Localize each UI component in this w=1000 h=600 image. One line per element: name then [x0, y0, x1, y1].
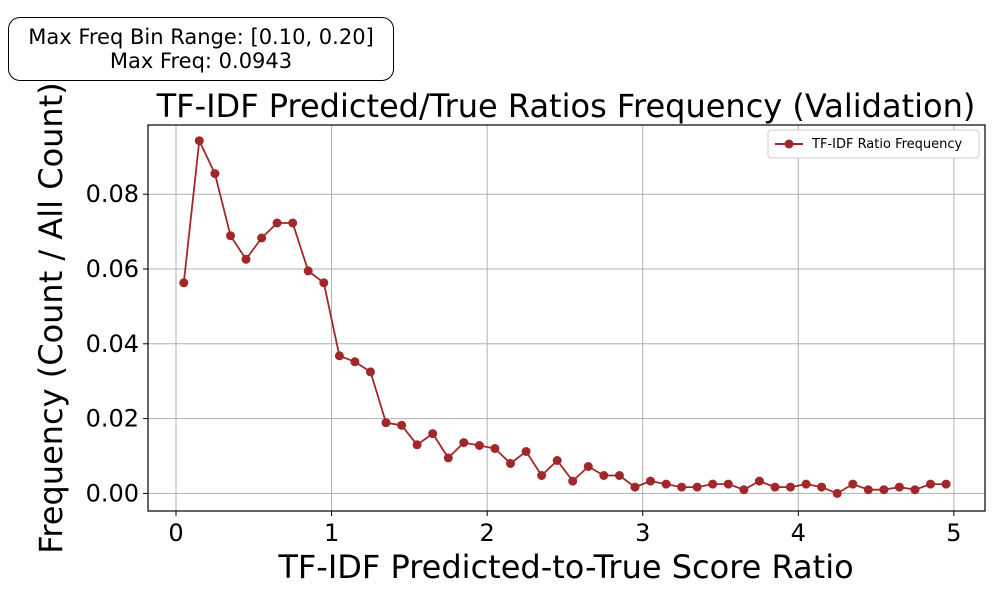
data-point [739, 485, 749, 495]
x-tick-label: 4 [791, 519, 806, 547]
data-point [210, 169, 220, 179]
data-point [568, 476, 578, 486]
data-point [552, 456, 562, 465]
data-point [272, 218, 282, 228]
x-tick-label: 5 [946, 519, 961, 547]
data-point [661, 479, 671, 489]
data-point [350, 357, 360, 367]
chart-title: TF-IDF Predicted/True Ratios Frequency (… [156, 87, 976, 125]
data-point [366, 367, 375, 377]
data-point [583, 462, 593, 471]
max-freq-value-text: Max Freq: 0.0943 [109, 49, 293, 73]
series-layer [179, 136, 951, 498]
max-freq-bin-range-text: Max Freq Bin Range: [0.10, 0.20] [28, 25, 374, 49]
data-point [490, 444, 500, 453]
y-axis-label: Frequency (Count / All Count) [32, 82, 70, 553]
y-tick-label: 0.06 [86, 255, 139, 283]
data-point [459, 438, 469, 448]
data-point [241, 254, 251, 264]
legend: TF-IDF Ratio Frequency [767, 129, 980, 159]
plot-area-frame [147, 124, 986, 512]
axis-ticks: 0 1 2 3 4 5 0.00 0.02 0.04 0.06 0.08 [86, 180, 962, 547]
data-point [397, 420, 407, 430]
x-tick-label: 0 [168, 519, 183, 547]
data-point [677, 482, 687, 492]
data-point [194, 136, 204, 146]
x-tick-label: 2 [480, 519, 495, 547]
data-point [334, 351, 344, 361]
data-point [474, 441, 484, 450]
data-point [521, 447, 531, 456]
data-point [288, 218, 298, 228]
legend-marker-swatch [784, 139, 794, 149]
data-point [910, 485, 920, 495]
data-point [303, 266, 313, 276]
data-point [848, 479, 858, 489]
x-tick-label: 1 [324, 519, 339, 547]
data-point [723, 479, 733, 489]
data-point [832, 488, 842, 498]
y-tick-label: 0.00 [86, 479, 139, 507]
data-point [537, 471, 547, 480]
data-point [412, 440, 422, 450]
y-tick-label: 0.02 [86, 405, 139, 433]
data-point [894, 482, 904, 492]
data-point [786, 482, 795, 492]
data-point [646, 476, 655, 486]
data-point [754, 476, 764, 486]
data-point [179, 278, 189, 288]
legend-box [767, 129, 980, 159]
data-point [257, 233, 267, 243]
x-tick-label: 3 [635, 519, 650, 547]
data-point [708, 479, 718, 489]
data-point [614, 471, 624, 480]
data-point [599, 471, 609, 480]
data-point [428, 429, 438, 439]
data-point [226, 231, 235, 241]
x-axis-label: TF-IDF Predicted-to-True Score Ratio [277, 548, 853, 586]
data-point [692, 482, 702, 492]
data-point [443, 453, 453, 463]
data-point [801, 479, 811, 489]
grid-lines [148, 125, 985, 511]
data-point [863, 485, 873, 495]
legend-entry-label: TF-IDF Ratio Frequency [811, 137, 963, 152]
data-point [630, 482, 640, 492]
data-point [926, 479, 935, 489]
series-line [182, 139, 947, 495]
max-frequency-info-box: Max Freq Bin Range: [0.10, 0.20] Max Fre… [8, 17, 394, 81]
data-point [506, 459, 515, 468]
y-tick-label: 0.04 [86, 330, 139, 358]
y-tick-label: 0.08 [86, 180, 139, 208]
data-point [817, 482, 827, 492]
data-point [770, 482, 780, 492]
data-point [879, 485, 889, 495]
data-point [319, 278, 329, 288]
data-point [381, 418, 391, 428]
data-point [941, 479, 951, 489]
